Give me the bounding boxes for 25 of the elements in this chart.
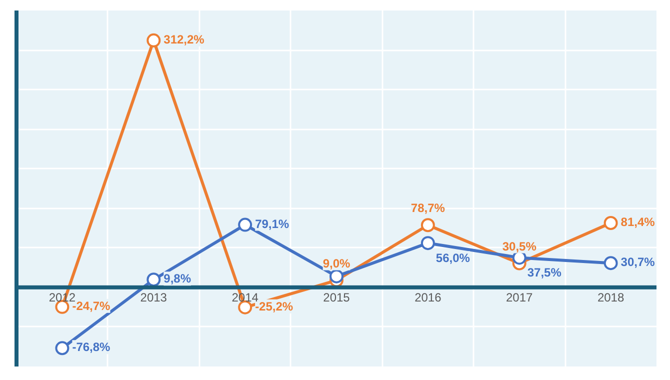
x-tick-label: 2018 — [597, 290, 624, 304]
x-tick-label: 2013 — [140, 290, 168, 304]
data-label: 79,1% — [255, 216, 290, 231]
point — [146, 272, 161, 287]
x-tick-label: 2016 — [414, 290, 442, 304]
data-label: 9,0% — [322, 256, 351, 270]
point — [420, 218, 435, 232]
x-tick-label: 2015 — [323, 290, 350, 304]
point — [238, 218, 252, 232]
point — [146, 33, 161, 48]
data-label: 81,4% — [620, 214, 656, 229]
data-label: 312,2% — [164, 32, 205, 46]
point — [330, 269, 344, 284]
data-label: 9,8% — [164, 272, 192, 286]
data-label: 37,5% — [527, 266, 562, 280]
data-label: 56,0% — [436, 251, 470, 266]
point — [604, 216, 618, 230]
data-label: -76,8% — [72, 340, 111, 354]
data-label: 30,7% — [620, 255, 656, 270]
point — [420, 236, 435, 250]
data-label: 30,5% — [502, 239, 537, 254]
point — [55, 341, 70, 356]
data-label: 78,7% — [410, 201, 446, 216]
point — [604, 256, 618, 270]
x-tick-label: 2017 — [506, 290, 534, 304]
